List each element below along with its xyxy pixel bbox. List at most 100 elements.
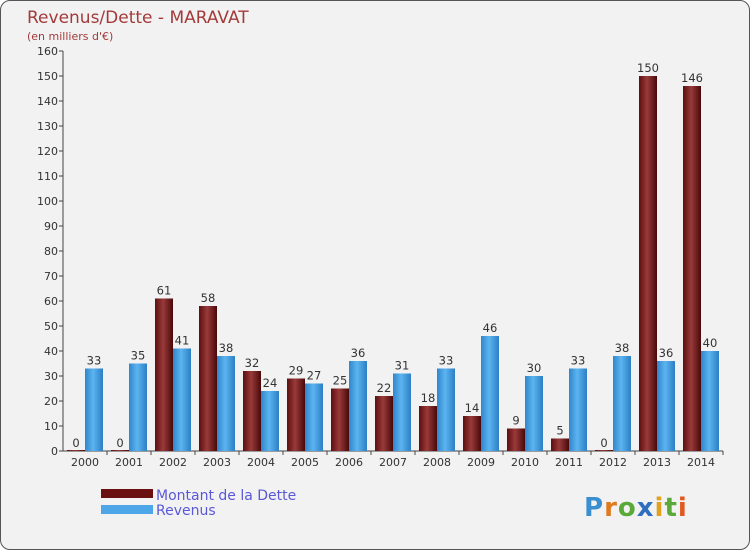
data-label-dette: 9	[512, 414, 519, 428]
legend-label-revenus: Revenus	[156, 503, 216, 519]
bar-revenus	[393, 373, 411, 451]
y-tick-label: 130	[37, 120, 58, 133]
x-tick-label: 2010	[511, 456, 539, 469]
bar-revenus	[701, 351, 719, 451]
bar-revenus	[569, 368, 587, 451]
x-tick-label: 2005	[291, 456, 319, 469]
y-tick-label: 30	[44, 370, 58, 383]
y-tick-label: 40	[44, 345, 58, 358]
bar-revenus	[613, 356, 631, 451]
bar-revenus	[129, 363, 147, 451]
bar-dette	[111, 450, 129, 451]
data-label-dette: 32	[245, 356, 260, 370]
bar-dette	[375, 396, 393, 451]
bar-dette	[683, 86, 701, 451]
data-label-dette: 0	[72, 436, 79, 450]
bar-revenus	[481, 336, 499, 451]
legend: Montant de la Dette Revenus	[101, 488, 296, 519]
y-tick-label: 20	[44, 395, 58, 408]
x-tick-label: 2011	[555, 456, 583, 469]
data-label-dette: 18	[421, 391, 436, 405]
data-label-revenus: 41	[175, 334, 190, 348]
data-label-dette: 150	[637, 61, 659, 75]
x-tick-label: 2013	[643, 456, 671, 469]
data-label-revenus: 40	[703, 336, 718, 350]
legend-swatch-debt	[101, 489, 153, 498]
proxiti-logo-text: Proxiti	[584, 493, 688, 523]
chart-subtitle: (en milliers d'€)	[27, 30, 113, 43]
bar-dette	[639, 76, 657, 451]
y-tick-label: 160	[37, 45, 58, 58]
bar-revenus	[85, 368, 103, 451]
data-label-dette: 5	[556, 424, 563, 438]
y-tick-label: 70	[44, 270, 58, 283]
data-label-revenus: 33	[87, 354, 102, 368]
data-label-dette: 29	[289, 364, 304, 378]
data-label-revenus: 35	[131, 349, 146, 363]
bar-dette	[419, 406, 437, 451]
y-tick-label: 140	[37, 95, 58, 108]
data-label-revenus: 27	[307, 369, 322, 383]
x-tick-label: 2004	[247, 456, 275, 469]
y-tick-label: 100	[37, 195, 58, 208]
data-label-dette: 0	[116, 436, 123, 450]
data-label-revenus: 46	[483, 321, 498, 335]
x-tick-label: 2002	[159, 456, 187, 469]
bar-dette	[551, 438, 569, 451]
data-label-dette: 14	[465, 401, 480, 415]
bar-revenus	[349, 361, 367, 451]
y-tick-label: 80	[44, 245, 58, 258]
data-label-revenus: 36	[351, 346, 366, 360]
data-label-dette: 146	[681, 71, 703, 85]
bar-revenus	[217, 356, 235, 451]
x-tick-label: 2009	[467, 456, 495, 469]
x-tick-label: 2006	[335, 456, 363, 469]
data-label-revenus: 36	[659, 346, 674, 360]
data-label-revenus: 38	[615, 341, 630, 355]
bar-revenus	[525, 376, 543, 451]
data-label-revenus: 24	[263, 376, 278, 390]
legend-label-debt: Montant de la Dette	[156, 488, 296, 504]
data-label-revenus: 33	[571, 354, 586, 368]
bar-dette	[67, 450, 85, 451]
y-tick-label: 10	[44, 420, 58, 433]
x-tick-labels: 2000 2001 2002 2003 2004 2005 2006 2007 2008 2009…	[71, 451, 724, 469]
data-label-dette: 25	[333, 374, 348, 388]
proxiti-logo: Proxiti	[584, 493, 688, 523]
x-tick-label: 2008	[423, 456, 451, 469]
bar-dette	[463, 416, 481, 451]
y-tick-label: 150	[37, 70, 58, 83]
chart-title: Revenus/Dette - MARAVAT	[27, 8, 249, 28]
y-tick-label: 50	[44, 320, 58, 333]
x-tick-label: 2014	[687, 456, 715, 469]
data-label-revenus: 33	[439, 354, 454, 368]
legend-swatch-revenus	[101, 505, 153, 514]
bar-dette	[287, 378, 305, 451]
data-label-dette: 61	[157, 284, 172, 298]
data-label-revenus: 30	[527, 361, 542, 375]
y-tick-label: 60	[44, 295, 58, 308]
bar-revenus	[305, 383, 323, 451]
y-tick-label: 90	[44, 220, 58, 233]
bar-dette	[243, 371, 261, 451]
x-tick-label: 2001	[115, 456, 143, 469]
x-tick-label: 2000	[71, 456, 99, 469]
data-label-dette: 0	[600, 436, 607, 450]
data-label-dette: 22	[377, 381, 392, 395]
bar-revenus	[261, 391, 279, 451]
bar-dette	[199, 306, 217, 451]
y-tick-label: 110	[37, 170, 58, 183]
y-tick-label: 0	[51, 445, 58, 458]
bar-revenus	[657, 361, 675, 451]
data-label-revenus: 38	[219, 341, 234, 355]
chart-bars	[67, 76, 719, 451]
bar-dette	[155, 298, 173, 451]
x-tick-label: 2003	[203, 456, 231, 469]
x-tick-label: 2012	[599, 456, 627, 469]
data-label-dette: 58	[201, 291, 216, 305]
data-label-revenus: 31	[395, 359, 410, 373]
